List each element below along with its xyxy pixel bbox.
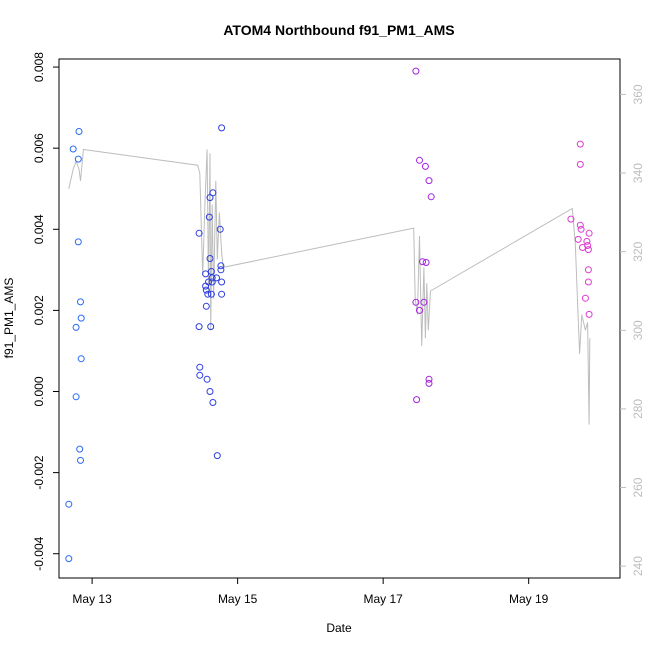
data-point-36 (213, 452, 221, 460)
data-point-14 (195, 323, 203, 331)
data-point-22 (204, 290, 212, 298)
data-point-70 (585, 310, 593, 318)
data-point-20 (202, 302, 210, 310)
data-point-23 (205, 278, 212, 286)
data-point-26 (206, 255, 214, 262)
data-point-40 (218, 124, 226, 132)
secondary-line-series (68, 148, 591, 425)
x-tick-label-3: May 19 (509, 592, 549, 606)
data-point-33 (209, 189, 217, 197)
data-point-4 (72, 393, 80, 401)
data-point-48 (419, 258, 426, 266)
x-tick-label-1: May 15 (218, 592, 258, 606)
data-point-0 (65, 555, 73, 563)
data-point-12 (77, 355, 85, 363)
data-point-37 (216, 225, 224, 233)
y-tick-label-2: 0.000 (32, 376, 46, 406)
left-y-axis: -0.004 -0.002 0.000 0.002 0.004 0.006 0.008 (32, 52, 59, 571)
right-y-tick-label-0: 240 (631, 556, 645, 576)
data-point-27 (206, 388, 214, 395)
data-point-57 (574, 235, 582, 243)
data-point-66 (584, 246, 592, 254)
data-point-16 (196, 371, 204, 379)
data-point-59 (576, 160, 584, 168)
data-point-46 (416, 156, 423, 164)
secondary-line (68, 148, 591, 425)
data-point-63 (581, 294, 589, 302)
data-point-69 (585, 229, 593, 237)
right-y-axis: 240 260 280 300 320 340 360 (620, 84, 645, 576)
plot-area-frame (58, 58, 621, 579)
data-point-49 (420, 298, 428, 306)
y-tick-label-3: 0.002 (32, 295, 46, 325)
data-point-13 (195, 229, 203, 237)
right-y-tick-label-2: 280 (631, 399, 645, 419)
data-point-15 (196, 363, 204, 371)
data-point-1 (65, 500, 73, 508)
data-point-61 (577, 225, 585, 233)
data-point-47 (416, 306, 423, 314)
data-point-43 (412, 67, 420, 75)
data-point-56 (567, 215, 575, 223)
right-y-tick-label-1: 260 (631, 477, 645, 497)
scatter-points-series (65, 67, 593, 563)
data-point-9 (77, 456, 84, 464)
y-tick-label-6: 0.008 (32, 52, 46, 82)
y-tick-label-4: 0.004 (32, 214, 46, 244)
data-point-45 (413, 396, 421, 404)
data-point-30 (207, 290, 215, 298)
data-point-67 (584, 266, 592, 274)
data-point-24 (205, 213, 213, 221)
data-point-58 (576, 140, 584, 148)
y-tick-label-5: 0.006 (32, 133, 46, 163)
data-point-6 (74, 238, 82, 246)
data-point-38 (217, 262, 225, 270)
data-point-31 (208, 274, 216, 282)
data-point-44 (412, 298, 420, 306)
data-point-19 (202, 286, 210, 294)
data-point-51 (422, 259, 430, 266)
data-point-53 (425, 375, 433, 383)
x-tick-label-0: May 13 (72, 592, 112, 606)
data-point-68 (584, 278, 592, 286)
data-point-41 (218, 278, 226, 286)
data-point-11 (77, 314, 85, 322)
data-point-32 (208, 278, 216, 286)
x-axis-label: Date (326, 621, 352, 635)
data-point-5 (74, 155, 82, 163)
data-point-39 (217, 266, 225, 274)
data-point-42 (218, 290, 226, 298)
data-point-3 (72, 323, 80, 331)
data-point-54 (425, 379, 433, 387)
data-point-34 (209, 399, 217, 406)
y-tick-label-1: -0.002 (32, 455, 46, 489)
data-point-7 (75, 128, 83, 135)
x-axis: May 13 May 15 May 17 May 19 (72, 578, 549, 606)
data-point-21 (203, 375, 211, 383)
data-point-2 (69, 145, 77, 153)
chart-title: ATOM4 Northbound f91_PM1_AMS (223, 22, 454, 38)
data-point-28 (207, 323, 215, 331)
data-point-65 (584, 242, 592, 249)
data-point-52 (425, 177, 433, 185)
data-point-10 (77, 298, 84, 306)
data-point-50 (421, 162, 429, 170)
y-tick-label-0: -0.004 (32, 536, 46, 570)
data-point-8 (76, 445, 84, 453)
data-point-35 (213, 274, 220, 282)
data-point-17 (202, 270, 210, 278)
right-y-tick-label-4: 320 (631, 241, 645, 261)
y-axis-label: f91_PM1_AMS (2, 278, 16, 359)
x-tick-label-2: May 17 (363, 592, 403, 606)
data-point-55 (427, 193, 435, 201)
right-y-tick-label-6: 360 (631, 84, 645, 104)
right-y-tick-label-3: 300 (631, 320, 645, 340)
data-point-64 (583, 237, 591, 245)
right-y-tick-label-5: 340 (631, 163, 645, 183)
data-point-60 (576, 221, 584, 229)
